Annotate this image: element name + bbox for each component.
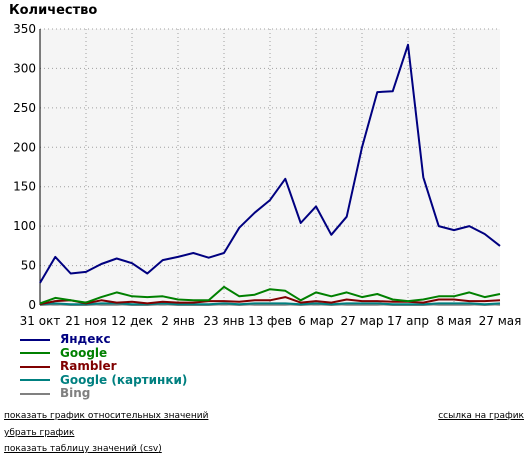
show-table-prefix: показать таблицу значений ( [4,444,144,454]
series-line-яндекс [39,43,501,284]
x-tick-label: 23 янв [203,314,244,328]
csv-link[interactable]: csv [143,444,159,454]
x-tick-label: 31 окт [20,314,61,328]
series-line-rambler [39,296,501,306]
y-tick-label: 200 [13,140,36,154]
legend-label: Rambler [60,359,117,374]
x-tick-label: 21 ноя [65,314,107,328]
legend-item: Яндекс [20,333,187,347]
legend-label: Bing [60,386,91,401]
line-chart: 0 50 100 150 200 250 300 350 31 окт 21 ноя 12 дек… [13,22,522,328]
x-tick-label: 8 мая [436,314,471,328]
y-tick-label: 350 [13,22,36,36]
series-line-google-картинки- [39,302,501,306]
y-tick-label: 250 [13,101,36,115]
chart-link[interactable]: ссылка на график [438,411,524,421]
x-tick-label: 6 мар [298,314,333,328]
hide-chart-link[interactable]: убрать график [4,428,75,438]
x-tick-label: 2 янв [161,314,195,328]
legend-label: Яндекс [60,332,111,347]
legend-item: Rambler [20,360,187,374]
legend-label: Google [60,345,108,360]
chart-title: Количество [9,3,98,18]
legend: Яндекс Google Rambler Google (картинки) Bing [20,333,187,401]
legend-swatch [20,365,50,368]
x-tick-label: 27 мар [340,314,383,328]
legend-item: Bing [20,387,187,401]
y-tick-label: 100 [13,219,36,233]
legend-swatch [20,379,50,382]
show-relative-chart-link[interactable]: показать график относительных значений [4,411,209,421]
series-line-google [39,285,501,305]
show-table-suffix: ) [158,444,162,454]
legend-swatch [20,338,50,341]
y-tick-label: 50 [21,259,36,273]
x-tick-label: 17 апр [387,314,429,328]
y-tick-label: 300 [13,61,36,75]
show-table-link[interactable]: показать таблицу значений (csv) [4,444,162,454]
plot-area [40,29,500,305]
x-tick-label: 12 дек [111,314,153,328]
y-tick-label: 150 [13,180,36,194]
x-tick-label: 13 фев [248,314,292,328]
x-tick-label: 27 мая [479,314,522,328]
legend-swatch [20,352,50,355]
legend-swatch [20,392,50,395]
y-tick-label: 0 [28,298,36,312]
legend-label: Google (картинки) [60,372,188,387]
legend-item: Google [20,345,187,361]
legend-item: Google (картинки) [20,372,188,388]
